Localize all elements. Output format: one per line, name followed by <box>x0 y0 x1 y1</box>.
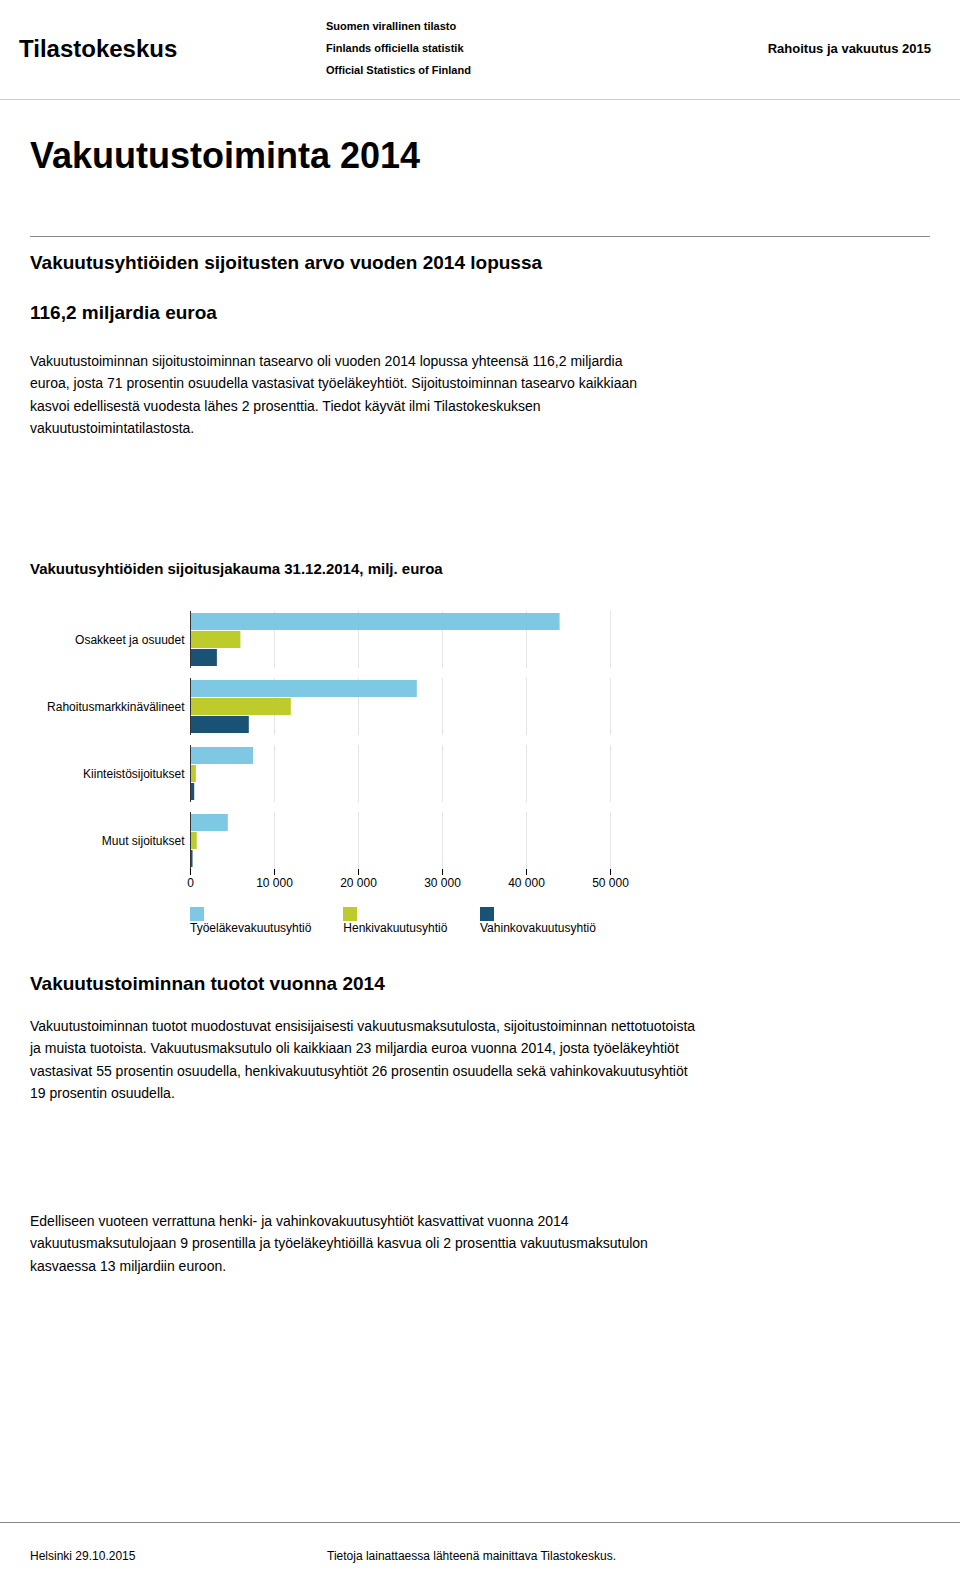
html-text:Edelliseen vuoteen verrattuna: Edelliseen vuoteen verrattuna henki- ja … <box>30 1213 648 1274</box>
html-text:Vakuutustoiminnan sijoitustoim: Vakuutustoiminnan sijoitustoiminnan tase… <box>30 353 637 437</box>
svg-text:40 000: 40 000 <box>508 876 545 890</box>
html-text:Official Statistics of Finland: Official Statistics of Finland <box>326 64 471 76</box>
html-text:Rahoitus ja vakuutus 2015: Rahoitus ja vakuutus 2015 <box>767 41 931 56</box>
svg-text:Kiinteistösijoitukset: Kiinteistösijoitukset <box>83 767 185 781</box>
svg-text:50 000: 50 000 <box>592 876 629 890</box>
svg-text:30 000: 30 000 <box>424 876 461 890</box>
svg-text:0: 0 <box>187 876 194 890</box>
html-text:Henkivakuutusyhtiö: Henkivakuutusyhtiö <box>343 920 448 935</box>
html-text:Helsinki 29.10.2015: Helsinki 29.10.2015 <box>30 1549 136 1563</box>
html-text:Tietoja lainattaessa lähteenä: Tietoja lainattaessa lähteenä mainittava… <box>327 1549 617 1563</box>
html-text:Vakuutusyhtiöiden sijoitusjaka: Vakuutusyhtiöiden sijoitusjakauma 31.12.… <box>30 560 443 577</box>
html-text:Tilastokeskus: Tilastokeskus <box>19 35 178 62</box>
html-text:Vahinkovakuutusyhtiö: Vahinkovakuutusyhtiö <box>480 920 596 935</box>
html-text:Suomen virallinen tilasto: Suomen virallinen tilasto <box>326 20 457 32</box>
html-text:Vakuutusyhtiöiden sijoitusten: Vakuutusyhtiöiden sijoitusten arvo vuode… <box>30 252 543 273</box>
svg-text:10 000: 10 000 <box>256 876 293 890</box>
html-text:Vakuutustoiminnan tuotot muodo: Vakuutustoiminnan tuotot muodostuvat ens… <box>30 1018 696 1102</box>
html-text:Vakuutustoiminnan tuotot vuonn: Vakuutustoiminnan tuotot vuonna 2014 <box>30 973 385 994</box>
html-text:116,2 miljardia euroa: 116,2 miljardia euroa <box>30 302 217 323</box>
svg-text:Muut sijoitukset: Muut sijoitukset <box>102 834 185 848</box>
html-text:Finlands officiella statistik: Finlands officiella statistik <box>326 42 464 54</box>
svg-text:Osakkeet ja osuudet: Osakkeet ja osuudet <box>75 633 185 647</box>
svg-text:20 000: 20 000 <box>340 876 377 890</box>
svg-text:Rahoitusmarkkinävälineet: Rahoitusmarkkinävälineet <box>47 700 185 714</box>
html-text:Vakuutustoiminta 2014: Vakuutustoiminta 2014 <box>30 135 421 176</box>
html-text:Työeläkevakuutusyhtiö: Työeläkevakuutusyhtiö <box>190 920 312 935</box>
